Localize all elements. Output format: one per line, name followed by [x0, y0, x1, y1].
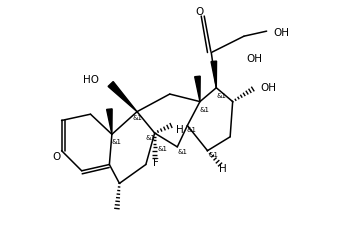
Text: O: O	[196, 7, 204, 17]
Polygon shape	[211, 62, 217, 88]
Text: &1: &1	[187, 127, 197, 133]
Polygon shape	[195, 77, 200, 102]
Text: &1: &1	[200, 107, 210, 113]
Text: H: H	[176, 124, 183, 134]
Text: &1: &1	[146, 134, 156, 140]
Text: &1: &1	[216, 93, 226, 99]
Polygon shape	[106, 109, 112, 135]
Text: F: F	[153, 157, 159, 167]
Text: HO: HO	[83, 75, 99, 85]
Text: O: O	[53, 151, 61, 161]
Text: &1: &1	[177, 148, 187, 154]
Text: &1: &1	[209, 152, 219, 158]
Polygon shape	[108, 82, 137, 112]
Text: OH: OH	[273, 28, 289, 38]
Text: &1: &1	[132, 114, 142, 120]
Text: OH: OH	[246, 53, 263, 63]
Text: &1: &1	[157, 146, 167, 151]
Text: OH: OH	[261, 82, 276, 92]
Text: H: H	[219, 164, 226, 174]
Text: &1: &1	[112, 138, 122, 144]
